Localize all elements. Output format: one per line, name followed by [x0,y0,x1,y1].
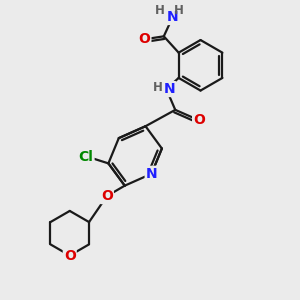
Text: H: H [153,81,163,94]
Text: N: N [164,82,175,96]
Text: H: H [155,4,165,17]
Text: Cl: Cl [79,150,94,164]
Text: O: O [101,189,113,203]
Text: O: O [139,32,150,46]
Text: H: H [174,4,184,17]
Text: N: N [146,167,157,181]
Text: O: O [64,248,76,262]
Text: N: N [167,10,178,24]
Text: O: O [193,113,205,127]
